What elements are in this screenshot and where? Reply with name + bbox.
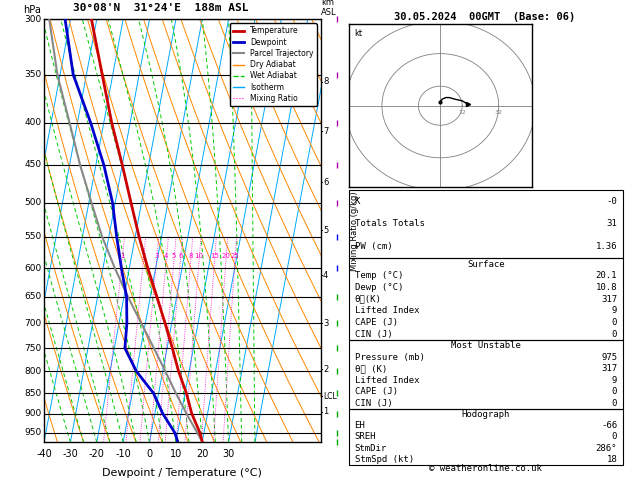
Text: 750: 750 [24,344,42,353]
Text: 6: 6 [178,253,183,259]
Text: 317: 317 [601,295,617,304]
Text: K: K [355,196,360,206]
Text: 1: 1 [323,407,328,417]
Text: Surface: Surface [467,260,504,269]
Text: 450: 450 [24,160,42,170]
Bar [349,190,623,259]
Text: Totals Totals: Totals Totals [355,220,425,228]
Text: 300: 300 [24,15,42,24]
Text: kt: kt [355,29,363,38]
Text: 600: 600 [24,263,42,273]
Text: Dewpoint / Temperature (°C): Dewpoint / Temperature (°C) [103,468,262,478]
Text: Hodograph: Hodograph [462,410,510,419]
Text: 9: 9 [612,306,617,315]
Text: 3: 3 [323,319,328,328]
Text: -0: -0 [606,196,617,206]
Text: © weatheronline.co.uk: © weatheronline.co.uk [430,465,542,473]
Text: 0: 0 [612,433,617,441]
Text: 4: 4 [164,253,169,259]
Text: 0: 0 [612,387,617,396]
Text: 2: 2 [142,253,146,259]
Text: 800: 800 [24,367,42,376]
Text: 286°: 286° [596,444,617,452]
Text: 500: 500 [24,198,42,207]
Text: 32: 32 [494,110,503,115]
Text: 31: 31 [606,220,617,228]
Text: StmDir: StmDir [355,444,387,452]
Text: -20: -20 [89,449,104,459]
Text: LCL: LCL [323,392,337,401]
Text: EH: EH [355,421,365,430]
Text: 317: 317 [601,364,617,373]
Text: 10: 10 [170,449,182,459]
Text: 18: 18 [606,455,617,464]
Text: -30: -30 [62,449,78,459]
Text: 650: 650 [24,292,42,301]
Text: 5: 5 [323,226,328,235]
Text: 10: 10 [194,253,204,259]
Text: 30.05.2024  00GMT  (Base: 06): 30.05.2024 00GMT (Base: 06) [394,12,575,22]
Text: CAPE (J): CAPE (J) [355,318,398,327]
Text: 2: 2 [323,364,328,374]
Text: 0: 0 [612,399,617,408]
Text: 0: 0 [612,318,617,327]
Legend: Temperature, Dewpoint, Parcel Trajectory, Dry Adiabat, Wet Adiabat, Isotherm, Mi: Temperature, Dewpoint, Parcel Trajectory… [230,23,317,106]
Text: Lifted Index: Lifted Index [355,376,419,385]
Text: 400: 400 [24,118,42,127]
Text: 1.36: 1.36 [596,243,617,251]
Text: 550: 550 [24,232,42,242]
Text: 15: 15 [210,253,219,259]
Text: θᴇ(K): θᴇ(K) [355,295,381,304]
Text: 350: 350 [24,70,42,79]
Text: 0: 0 [612,330,617,339]
Text: 0: 0 [147,449,152,459]
Text: 20: 20 [221,253,230,259]
Text: Most Unstable: Most Unstable [451,341,521,350]
Text: 975: 975 [601,353,617,362]
Text: 12: 12 [459,110,466,115]
Text: StmSpd (kt): StmSpd (kt) [355,455,414,464]
Text: -10: -10 [115,449,131,459]
Text: CIN (J): CIN (J) [355,399,392,408]
Bar [349,259,623,340]
Text: CAPE (J): CAPE (J) [355,387,398,396]
Text: Dewp (°C): Dewp (°C) [355,283,403,292]
Text: 30°08'N  31°24'E  188m ASL: 30°08'N 31°24'E 188m ASL [72,3,248,13]
Text: 3: 3 [155,253,159,259]
Text: 1: 1 [120,253,125,259]
Text: 950: 950 [24,429,42,437]
Text: -40: -40 [36,449,52,459]
Text: -66: -66 [601,421,617,430]
Bar [349,409,623,465]
Text: 6: 6 [323,177,328,187]
Text: SREH: SREH [355,433,376,441]
Text: 700: 700 [24,319,42,328]
Text: 900: 900 [24,409,42,418]
Text: 8: 8 [189,253,193,259]
Text: Lifted Index: Lifted Index [355,306,419,315]
Text: CIN (J): CIN (J) [355,330,392,339]
Text: km
ASL: km ASL [321,0,337,17]
Text: 850: 850 [24,388,42,398]
Text: hPa: hPa [23,5,42,15]
Text: 10.8: 10.8 [596,283,617,292]
Text: 9: 9 [612,376,617,385]
Text: 7: 7 [323,127,328,136]
Text: 5: 5 [172,253,176,259]
Text: Pressure (mb): Pressure (mb) [355,353,425,362]
Text: Mixing Ratio (g/kg): Mixing Ratio (g/kg) [350,191,359,271]
Text: Temp (°C): Temp (°C) [355,271,403,280]
Text: θᴇ (K): θᴇ (K) [355,364,387,373]
Bar [349,340,623,409]
Text: PW (cm): PW (cm) [355,243,392,251]
Text: 20: 20 [196,449,208,459]
Text: 8: 8 [323,77,328,87]
Text: 4: 4 [323,271,328,280]
Text: 20.1: 20.1 [596,271,617,280]
Text: 30: 30 [223,449,235,459]
Text: 25: 25 [231,253,240,259]
